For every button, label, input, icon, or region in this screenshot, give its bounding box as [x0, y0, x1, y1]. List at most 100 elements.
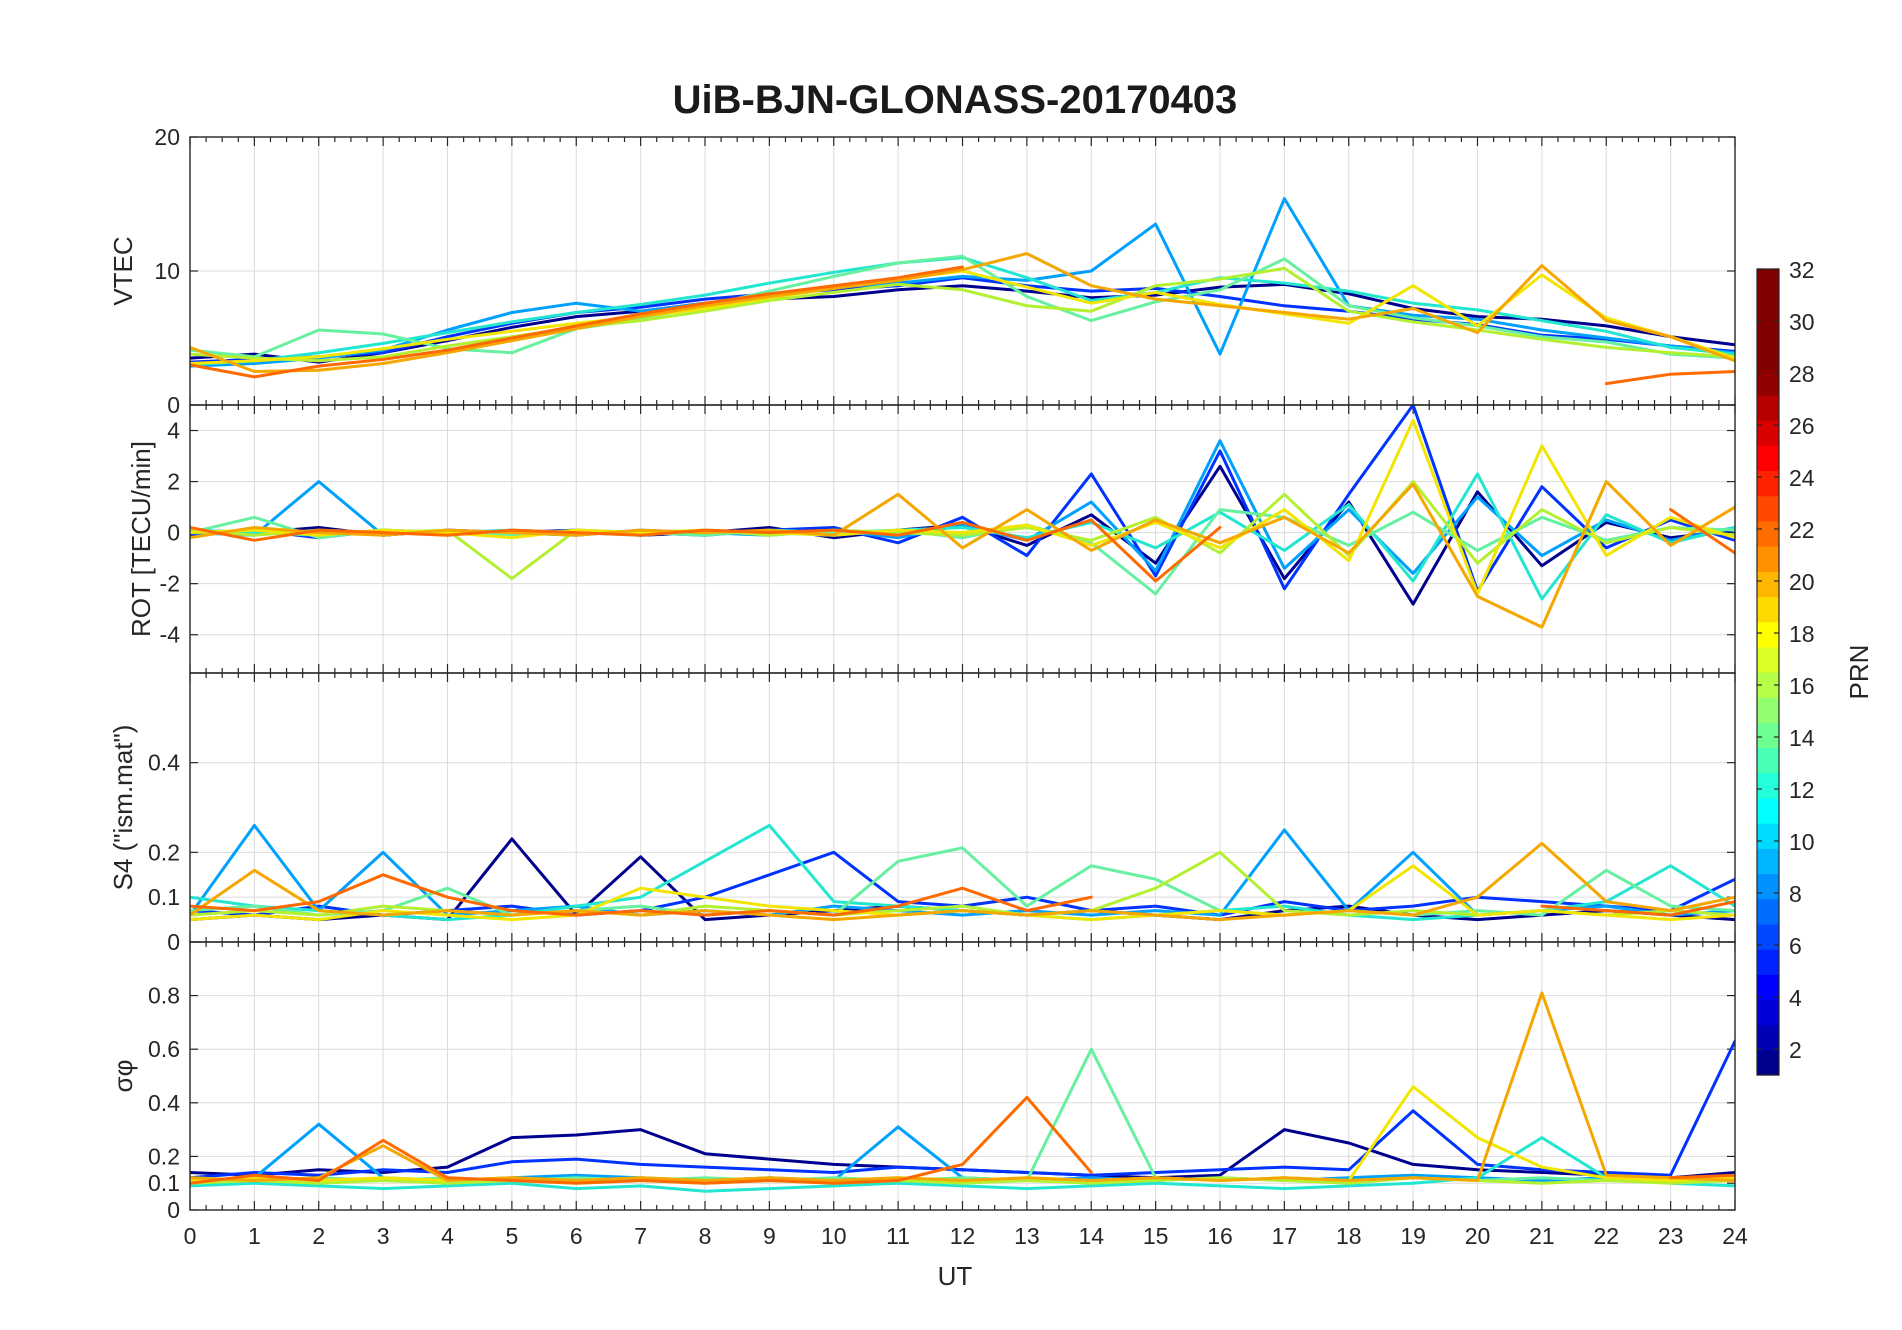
colorbar-tick-label: 18 — [1789, 621, 1815, 647]
x-tick-label: 3 — [377, 1223, 390, 1249]
colorbar-segment — [1757, 1024, 1779, 1051]
x-tick-label: 12 — [950, 1223, 976, 1249]
colorbar-tick-label: 24 — [1789, 465, 1815, 491]
x-tick-label: 22 — [1593, 1223, 1619, 1249]
colorbar-segment — [1757, 999, 1779, 1026]
colorbar-segment — [1757, 747, 1779, 774]
colorbar-frame — [1756, 268, 1780, 1076]
colorbar-segment — [1757, 923, 1779, 950]
colorbar-segment — [1757, 470, 1779, 497]
y-tick-label: 0.4 — [148, 750, 180, 776]
series-line-prn-24 — [190, 1095, 1735, 1185]
y-tick-label: 10 — [154, 258, 180, 284]
y-tick-label: 2 — [167, 469, 180, 495]
y-axis-label: VTEC — [108, 236, 138, 305]
x-tick-label: 21 — [1529, 1223, 1555, 1249]
series-group — [190, 197, 1735, 386]
x-axis-label: UT — [938, 1261, 973, 1291]
series-group — [190, 823, 1735, 922]
x-tick-label: 23 — [1658, 1223, 1684, 1249]
colorbar-segment — [1757, 495, 1779, 522]
y-tick-label: 0 — [167, 392, 180, 418]
series-line-prn-18 — [190, 266, 1735, 363]
colorbar-tick-label: 32 — [1789, 257, 1815, 283]
x-tick-label: 6 — [570, 1223, 583, 1249]
x-tick-label: 5 — [505, 1223, 518, 1249]
y-tick-label: 0 — [167, 520, 180, 546]
x-tick-label: 16 — [1207, 1223, 1233, 1249]
series-group — [190, 405, 1735, 629]
colorbar-tick-label: 8 — [1789, 881, 1802, 907]
y-axis-label: ROT [TECU/min] — [126, 441, 156, 637]
y-tick-label: -2 — [160, 571, 180, 597]
colorbar-tick-label: 14 — [1789, 725, 1815, 751]
panel-frame — [189, 941, 1736, 1211]
colorbar-tick-label: 26 — [1789, 413, 1815, 439]
series-line-prn-6 — [190, 1039, 1735, 1180]
y-axis-label: σφ — [108, 1060, 138, 1093]
series-line-prn-22 — [190, 252, 1735, 373]
colorbar-tick-label: 4 — [1789, 985, 1802, 1011]
panel-s4: 0 0.1 0.2 0.4 S4 ("ism.mat") — [108, 672, 1736, 955]
series-line-prn-22 — [190, 480, 1735, 629]
panel-sigma: 00.10.2 0.4 0.6 0.8 σφ — [108, 941, 1736, 1223]
y-tick-label: 0.1 — [148, 1170, 180, 1196]
x-tick-label: 19 — [1400, 1223, 1426, 1249]
colorbar-tick-label: 20 — [1789, 569, 1815, 595]
colorbar-segment — [1757, 294, 1779, 320]
colorbar-segment — [1757, 772, 1779, 799]
colorbar-segment — [1757, 722, 1779, 749]
series-line-prn-24 — [190, 265, 1735, 386]
colorbar-segment — [1757, 697, 1779, 723]
colorbar-segment — [1757, 672, 1779, 698]
x-axis: 0 1 2 3 4 5 6 7 8 9 10 11 12 13 14 15 16 17 18 19 20 21 22 23 24 — [184, 1223, 1748, 1249]
x-tick-label: 9 — [763, 1223, 776, 1249]
colorbar-segment — [1757, 319, 1779, 346]
colorbar-tick-label: 10 — [1789, 829, 1815, 855]
colorbar-label: PRN — [1844, 645, 1874, 700]
colorbar-segment — [1757, 420, 1779, 446]
colorbar-segment — [1757, 646, 1779, 673]
colorbar-segment — [1757, 848, 1779, 875]
y-axis-label: S4 ("ism.mat") — [108, 725, 138, 891]
colorbar-tick-label: 16 — [1789, 673, 1815, 699]
series-line-prn-10 — [190, 197, 1735, 368]
x-tick-label: 24 — [1722, 1223, 1748, 1249]
colorbar-segment — [1757, 974, 1779, 1001]
x-tick-label: 8 — [699, 1223, 712, 1249]
x-tick-label: 13 — [1014, 1223, 1040, 1249]
colorbar-segment — [1757, 797, 1779, 824]
x-tick-label: 14 — [1078, 1223, 1104, 1249]
colorbar-segment — [1757, 571, 1779, 598]
colorbar-segment — [1757, 269, 1779, 295]
panel-vtec: 0 10 20 VTEC — [108, 124, 1736, 418]
x-tick-label: 2 — [312, 1223, 325, 1249]
colorbar-segment — [1757, 394, 1779, 421]
colorbar-tick-label: 30 — [1789, 309, 1815, 335]
colorbar-segment — [1757, 520, 1779, 547]
y-tick-label: 4 — [167, 418, 180, 444]
colorbar-segment — [1757, 369, 1779, 396]
colorbar-segment — [1757, 898, 1779, 925]
series-line-prn-22 — [190, 841, 1735, 922]
chart-title: UiB-BJN-GLONASS-20170403 — [673, 78, 1238, 122]
colorbar-tick-label: 22 — [1789, 517, 1815, 543]
colorbar-segment — [1757, 445, 1779, 472]
series-line-prn-22 — [190, 991, 1735, 1182]
x-tick-label: 15 — [1143, 1223, 1169, 1249]
x-tick-label: 18 — [1336, 1223, 1362, 1249]
colorbar-tick-label: 28 — [1789, 361, 1815, 387]
colorbar-segment — [1757, 596, 1779, 623]
y-tick-label: 0.4 — [148, 1090, 180, 1116]
y-tick-label: 0 — [167, 929, 180, 955]
x-tick-label: 1 — [248, 1223, 261, 1249]
series-line-prn-15 — [190, 846, 1735, 917]
y-tick-label: 0.1 — [148, 884, 180, 910]
colorbar-segment — [1757, 823, 1779, 849]
y-tick-label: 0.2 — [148, 839, 180, 865]
colorbar-segment — [1757, 621, 1779, 648]
colorbar-tick-label: 12 — [1789, 777, 1815, 803]
